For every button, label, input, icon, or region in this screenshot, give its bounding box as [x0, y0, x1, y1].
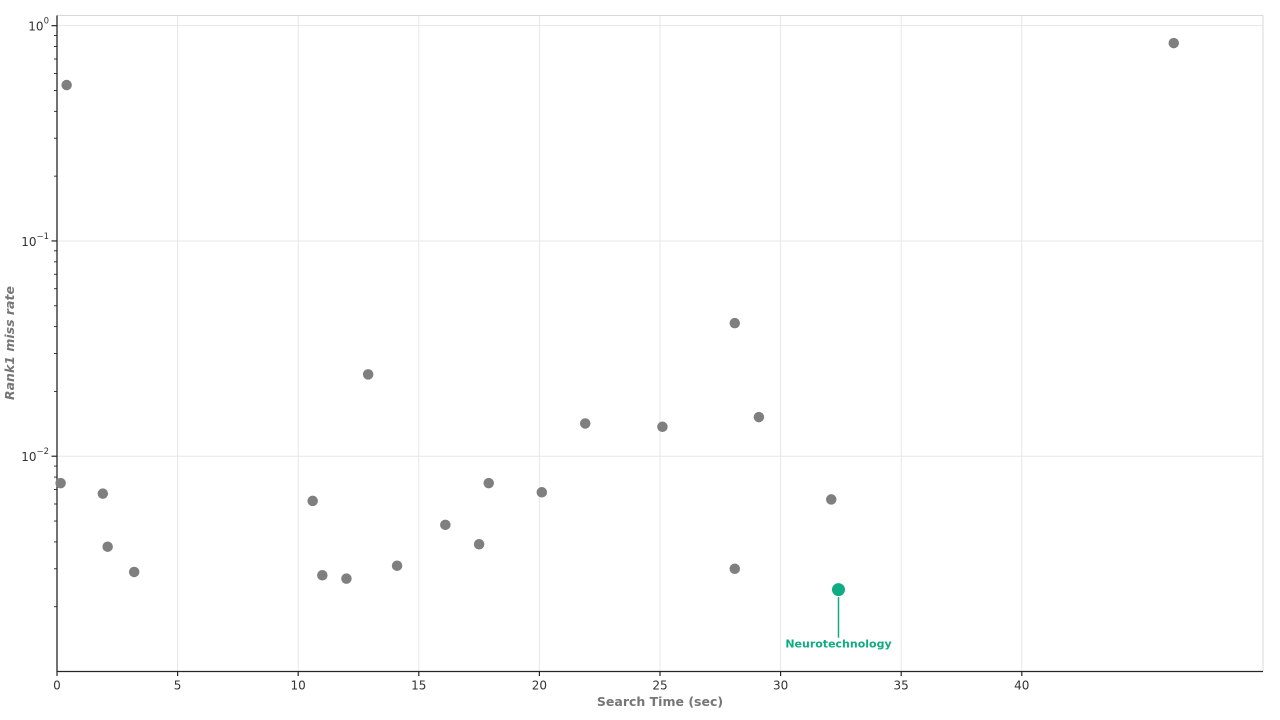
data-point: [362, 369, 374, 380]
data-point: [1168, 37, 1180, 49]
data-point: [102, 541, 113, 552]
x-tick-label: 5: [174, 679, 182, 693]
data-point: [55, 477, 66, 489]
y-tick-label: 10−2: [21, 447, 49, 464]
annotation-label: Neurotechnology: [785, 638, 891, 651]
data-point: [729, 563, 741, 575]
x-tick-label: 25: [652, 679, 667, 693]
data-point: [483, 477, 494, 489]
data-point: [317, 569, 328, 581]
data-point: [97, 488, 109, 499]
data-point: [579, 418, 591, 429]
data-point: [657, 421, 668, 433]
x-tick-label: 15: [411, 679, 426, 693]
x-tick-label: 0: [53, 679, 61, 693]
data-point: [341, 573, 352, 584]
data-point: [473, 539, 485, 550]
highlight-point: [831, 583, 845, 597]
y-axis-label: Rank1 miss rate: [2, 286, 17, 400]
data-point: [128, 566, 140, 578]
data-point: [61, 79, 72, 91]
y-tick-label: 10−1: [21, 231, 49, 248]
data-point: [307, 495, 318, 507]
x-axis-label: Search Time (sec): [596, 694, 724, 709]
x-tick-label: 10: [291, 679, 306, 693]
y-tick-label: 100: [28, 16, 49, 33]
x-tick-label: 30: [773, 679, 788, 693]
data-point: [440, 519, 451, 531]
x-tick-label: 20: [532, 679, 547, 693]
data-point: [391, 560, 403, 571]
data-point: [826, 494, 837, 505]
data-point: [536, 487, 548, 498]
x-tick-label: 40: [1014, 679, 1029, 693]
data-point: [729, 317, 741, 329]
x-tick-label: 35: [894, 679, 909, 693]
data-point: [753, 411, 765, 423]
